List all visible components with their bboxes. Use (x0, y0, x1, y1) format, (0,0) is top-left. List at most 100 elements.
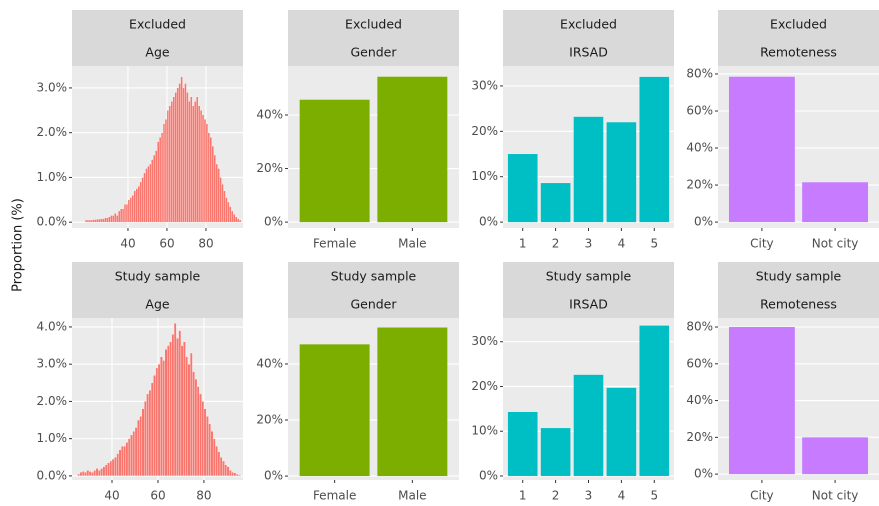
histogram-bar (157, 141, 160, 223)
histogram-bar (116, 453, 120, 477)
histogram-bar (147, 166, 150, 223)
y-tick-label: 60% (686, 356, 713, 370)
strip-background (718, 10, 879, 38)
y-tick-label: 2.0% (37, 125, 68, 139)
histogram-bar (213, 154, 216, 223)
histogram-bar (151, 159, 154, 223)
strip-label: Age (145, 297, 169, 312)
strip-background (503, 10, 674, 38)
strip-background (503, 290, 674, 318)
histogram-bar (187, 364, 191, 477)
histogram-bar (199, 110, 203, 223)
histogram-bar (114, 457, 117, 477)
histogram-bar (149, 163, 152, 223)
histogram-bar (231, 472, 234, 477)
x-tick-label: 2 (552, 237, 560, 251)
histogram-bar (210, 431, 214, 477)
histogram-bar (196, 96, 199, 223)
histogram-bar (222, 460, 225, 477)
histogram-bar (102, 218, 105, 223)
histogram-bar (118, 449, 122, 477)
bar (540, 183, 571, 223)
histogram-bar (215, 163, 218, 223)
histogram-bar (98, 470, 101, 477)
histogram-bar (217, 168, 220, 223)
strip-label: Study sample (331, 269, 417, 284)
y-tick-label: 20% (686, 430, 713, 444)
bar (377, 76, 448, 223)
histogram-bar (227, 201, 230, 223)
histogram-bar (86, 219, 90, 223)
histogram-bar (77, 473, 80, 477)
histogram-bar (127, 438, 131, 477)
histogram-bar (192, 371, 195, 477)
histogram-bar (238, 219, 242, 223)
y-tick-label: 20% (256, 413, 283, 427)
histogram-bar (108, 216, 111, 223)
histogram-bar (92, 219, 95, 223)
histogram-bar (167, 345, 170, 477)
y-tick-label: 3.0% (37, 80, 68, 94)
histogram-bar (98, 218, 101, 223)
y-tick-label: 20% (471, 124, 498, 138)
histogram-bar (160, 132, 164, 223)
histogram-bar (81, 471, 85, 477)
y-tick-label: 3.0% (37, 357, 68, 371)
y-tick-label: 0% (694, 467, 713, 481)
histogram-bar (226, 466, 230, 477)
histogram-bar (112, 215, 115, 223)
histogram-bar (137, 419, 140, 477)
histogram-bar (186, 92, 189, 223)
bar (802, 437, 869, 475)
histogram-bar (96, 218, 99, 223)
y-tick-label: 80% (686, 66, 713, 80)
histogram-bar (95, 468, 99, 477)
histogram-bar (169, 341, 172, 477)
y-tick-label: 20% (471, 379, 498, 393)
strip-background (503, 38, 674, 66)
histogram-bar (131, 195, 134, 223)
histogram-bar (201, 114, 205, 223)
histogram-bar (221, 183, 224, 223)
histogram-bar (130, 434, 133, 477)
strip-label: Study sample (546, 269, 632, 284)
histogram-bar (121, 445, 124, 477)
histogram-bar (184, 83, 187, 223)
histogram-bar (134, 427, 138, 477)
histogram-bar (178, 330, 182, 477)
x-tick-label: 5 (650, 237, 658, 251)
y-tick-label: 30% (471, 334, 498, 348)
histogram-bar (233, 472, 237, 477)
histogram-bar (145, 168, 148, 223)
histogram-bar (223, 190, 226, 223)
histogram-bar (166, 110, 170, 223)
x-tick-label: 60 (150, 489, 165, 503)
histogram-bar (120, 208, 123, 223)
histogram-bar (172, 96, 175, 223)
histogram-bar (170, 101, 173, 223)
y-tick-label: 0% (479, 215, 498, 229)
histogram-bar (84, 219, 88, 223)
strip-background (288, 262, 459, 290)
bar (639, 325, 670, 476)
histogram-bar (123, 204, 127, 223)
bar (728, 327, 795, 475)
y-tick-label: 60% (686, 103, 713, 117)
histogram-bar (127, 199, 131, 223)
strip-label: IRSAD (569, 45, 608, 60)
strip-background (288, 290, 459, 318)
histogram-bar (180, 345, 184, 477)
histogram-bar (106, 217, 109, 223)
histogram-bar (121, 208, 125, 223)
histogram-bar (137, 186, 140, 223)
histogram-bar (229, 206, 232, 223)
histogram-bar (211, 145, 214, 223)
histogram-bar (155, 150, 158, 223)
x-tick-label: 1 (519, 489, 527, 503)
histogram-bar (157, 364, 161, 477)
bar (802, 182, 869, 223)
histogram-bar (114, 213, 117, 223)
histogram-bar (199, 393, 202, 477)
bar (606, 122, 637, 223)
histogram-bar (173, 323, 177, 477)
